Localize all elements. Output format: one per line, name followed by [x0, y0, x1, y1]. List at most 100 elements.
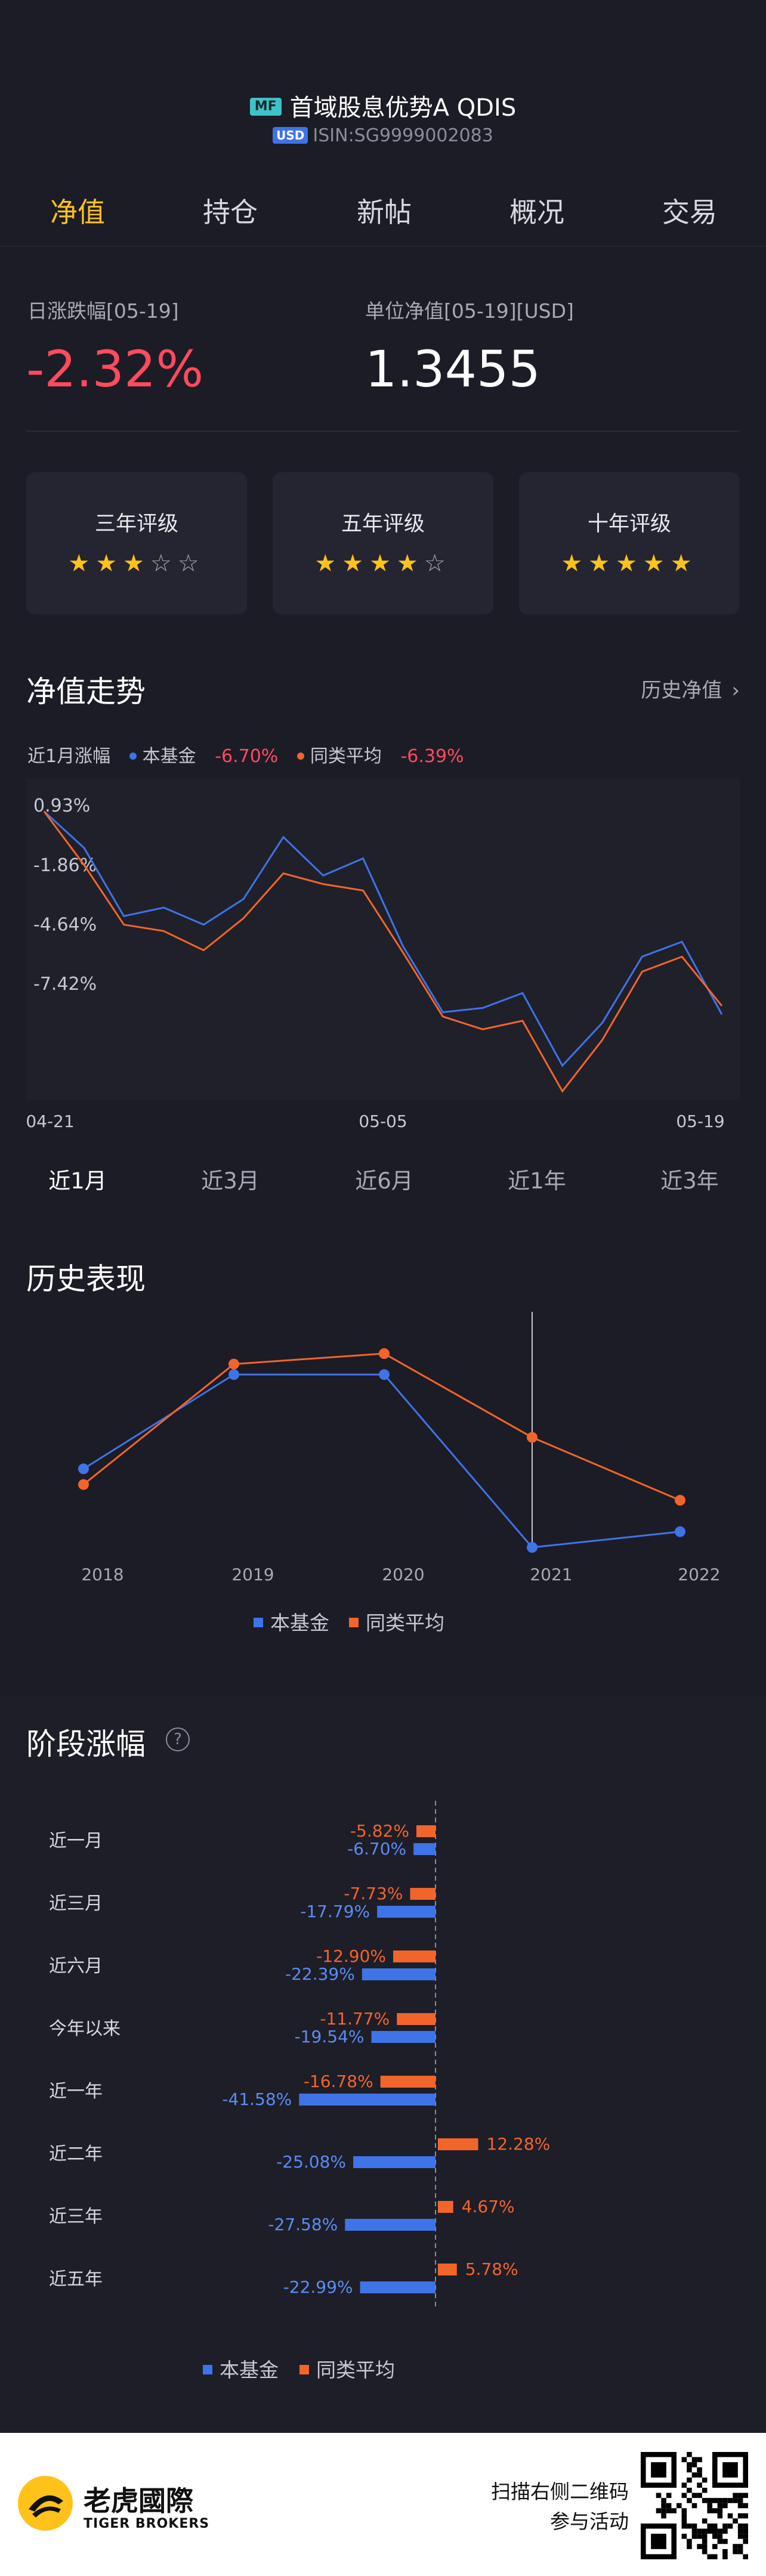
history-nav-link[interactable]: 历史净值 › — [641, 674, 740, 703]
range-tab-3y[interactable]: 近3年 — [660, 1168, 719, 1194]
peer-value-label: -5.82% — [350, 1821, 409, 1841]
peer-point — [527, 1432, 538, 1443]
peer-bar — [410, 1888, 435, 1900]
rating-stars: ★★★☆☆ — [26, 550, 247, 577]
qr-module — [661, 2513, 666, 2519]
qr-module — [702, 2534, 708, 2539]
x-tick-label: 2022 — [678, 1565, 720, 1584]
star-filled-icon: ★ — [68, 550, 96, 577]
qr-module — [691, 2534, 697, 2539]
history-legend-peer: 同类平均 — [349, 1607, 444, 1636]
qr-code-icon[interactable] — [641, 2452, 748, 2559]
tab-trade[interactable]: 交易 — [662, 196, 717, 228]
peer-point — [78, 1479, 89, 1490]
qr-finder-core — [651, 2534, 666, 2549]
peer-value-label: 5.78% — [465, 2259, 518, 2279]
qr-module — [743, 2493, 748, 2498]
cta-line2: 参与活动 — [550, 2510, 629, 2533]
qr-module — [722, 2554, 728, 2559]
qr-module — [702, 2488, 708, 2493]
nav-trend-chart: 0.93% -1.86% -4.64% -7.42% 04-21 05-05 05-19 — [26, 778, 740, 1131]
qr-module — [681, 2493, 687, 2498]
y-tick-label: -4.64% — [33, 915, 97, 936]
peer-bar — [380, 2076, 435, 2088]
qr-module — [722, 2524, 728, 2529]
trend-section-title: 净值走势 — [26, 674, 146, 709]
star-filled-icon: ★ — [95, 550, 123, 577]
category-label: 近一月 — [49, 1831, 103, 1852]
qr-module — [702, 2544, 708, 2549]
fund-title: MF 首域股息优势A QDIS — [0, 88, 766, 123]
x-tick-label: 2020 — [382, 1565, 424, 1584]
range-tab-1y[interactable]: 近1年 — [508, 1168, 566, 1194]
qr-module — [697, 2482, 702, 2488]
fund-point — [228, 1369, 239, 1380]
chevron-right-icon: › — [731, 679, 740, 702]
brand-name: 老虎國際 — [84, 2485, 193, 2517]
qr-module — [733, 2549, 738, 2555]
star-empty-icon: ☆ — [177, 550, 205, 577]
rating-card-10y: 十年评级 ★★★★★ — [519, 472, 740, 614]
qr-module — [691, 2472, 697, 2478]
qr-module — [717, 2538, 723, 2544]
qr-module — [743, 2513, 748, 2519]
qr-module — [712, 2498, 718, 2503]
fund-bar — [345, 2219, 435, 2231]
qr-module — [743, 2534, 748, 2539]
fund-value-label: -41.58% — [222, 2089, 292, 2109]
qr-module — [737, 2534, 743, 2539]
brand-name-en: TIGER BROKERS — [84, 2516, 210, 2531]
qr-finder-core — [722, 2462, 738, 2478]
qr-module — [681, 2482, 687, 2488]
peer-series-line — [43, 810, 723, 1093]
peer-value-label: -16.78% — [304, 2072, 373, 2091]
x-tick-label: 05-05 — [359, 1111, 407, 1131]
qr-module — [707, 2508, 712, 2513]
peer-bar — [438, 2201, 453, 2213]
category-label: 今年以来 — [49, 2018, 121, 2039]
qr-module — [656, 2508, 662, 2513]
currency-badge: USD — [273, 127, 308, 144]
history-legend-fund: 本基金 — [254, 1607, 329, 1636]
qr-module — [737, 2498, 743, 2503]
qr-module — [691, 2462, 697, 2467]
y-tick-label: -1.86% — [33, 855, 97, 876]
star-filled-icon: ★ — [396, 550, 424, 577]
fund-series-line — [83, 1373, 681, 1549]
range-tab-3m[interactable]: 近3月 — [201, 1168, 260, 1194]
fund-series-line — [43, 810, 723, 1067]
help-icon[interactable]: ? — [166, 1727, 190, 1751]
peer-change: -6.39% — [400, 746, 464, 767]
qr-module — [717, 2503, 723, 2509]
tab-overview[interactable]: 概况 — [509, 196, 564, 228]
qr-module — [687, 2488, 692, 2493]
qr-module — [666, 2503, 672, 2509]
tab-posts[interactable]: 新帖 — [357, 196, 412, 228]
peer-bar — [397, 2013, 435, 2025]
legend-label: 本基金 — [270, 1611, 329, 1634]
qr-module — [681, 2518, 687, 2524]
fund-label: 本基金 — [142, 746, 196, 767]
qr-module — [733, 2498, 738, 2503]
qr-module — [737, 2493, 743, 2498]
qr-module — [737, 2528, 743, 2534]
x-tick-label: 05-19 — [676, 1111, 724, 1131]
rating-stars: ★★★★☆ — [273, 550, 493, 577]
fund-bar — [360, 2281, 435, 2293]
x-tick-label: 04-21 — [26, 1111, 75, 1131]
qr-module — [707, 2524, 712, 2529]
qr-module — [697, 2493, 702, 2498]
nav-value: 1.3455 — [365, 340, 540, 398]
range-tab-1m[interactable]: 近1月 — [48, 1168, 107, 1194]
qr-module — [661, 2498, 666, 2503]
qr-module — [687, 2544, 692, 2549]
range-tab-6m[interactable]: 近6月 — [355, 1168, 413, 1194]
peer-dot-icon — [296, 753, 304, 760]
qr-module — [702, 2528, 708, 2534]
qr-module — [697, 2467, 702, 2473]
stage-section-title: 阶段涨幅 — [26, 1727, 146, 1761]
tab-nav[interactable]: 净值 — [50, 196, 105, 228]
tab-holdings[interactable]: 持仓 — [203, 196, 258, 228]
daily-change-value: -2.32% — [26, 340, 204, 398]
star-empty-icon: ☆ — [424, 550, 452, 577]
